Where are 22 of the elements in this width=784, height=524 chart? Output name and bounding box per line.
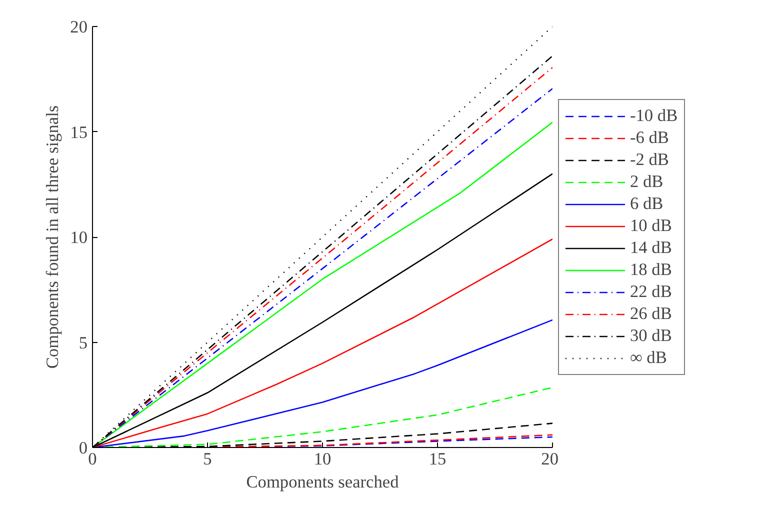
legend-label: 18 dB [630, 260, 672, 280]
y-tick-label: 15 [70, 122, 88, 142]
legend-label: 14 dB [630, 238, 672, 258]
legend-label: -6 dB [630, 128, 669, 148]
y-tick-label: 5 [78, 333, 88, 352]
y-axis-title: Components found in all three signals [43, 105, 62, 369]
legend-label: -10 dB [630, 106, 678, 126]
legend-label: 6 dB [630, 194, 664, 214]
x-tick-label: 20 [541, 450, 558, 468]
x-axis-title: Components searched [246, 472, 400, 492]
legend-label: ∞ dB [630, 348, 667, 368]
x-tick-label: 10 [314, 450, 332, 468]
legend-label: 26 dB [630, 304, 672, 324]
y-tick-label: 20 [70, 18, 88, 36]
y-tick-label: 10 [70, 228, 88, 247]
legend-label: 2 dB [630, 172, 664, 192]
legend-label: -2 dB [630, 150, 669, 170]
legend-label: 30 dB [630, 326, 672, 346]
legend-label: 10 dB [630, 216, 672, 236]
legend-label: 22 dB [630, 282, 672, 302]
x-tick-label: 5 [203, 450, 212, 468]
x-tick-label: 15 [428, 450, 446, 468]
